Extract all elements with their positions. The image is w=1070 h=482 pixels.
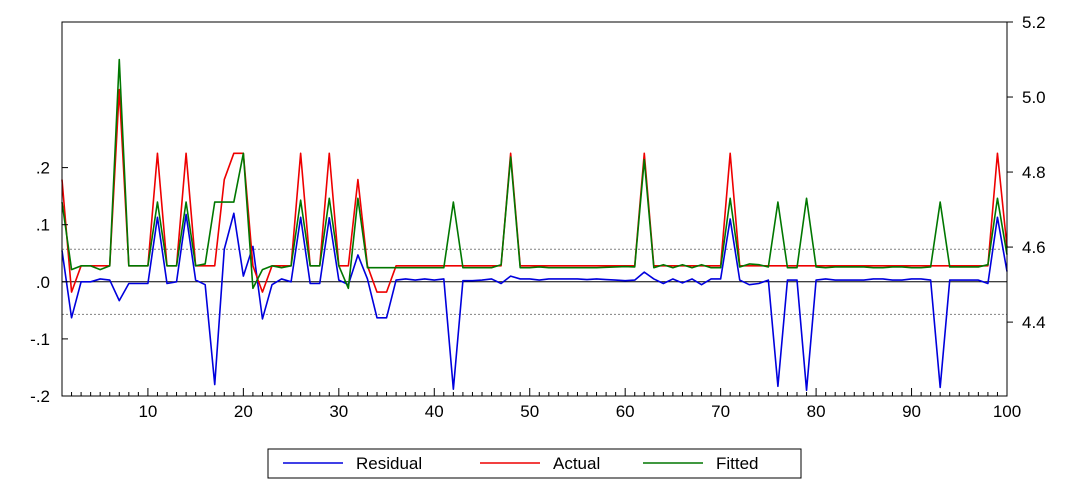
left-y-tick-label: .1 bbox=[36, 216, 50, 235]
left-y-tick-label: -.1 bbox=[30, 330, 50, 349]
left-y-tick-label: .0 bbox=[36, 273, 50, 292]
right-y-tick-label: 4.8 bbox=[1022, 163, 1046, 182]
x-tick-label: 50 bbox=[520, 402, 539, 421]
right-y-tick-label: 5.0 bbox=[1022, 88, 1046, 107]
right-y-tick-label: 4.6 bbox=[1022, 238, 1046, 257]
right-y-tick-label: 5.2 bbox=[1022, 13, 1046, 32]
series-line-residual bbox=[61, 212, 1008, 392]
left-y-tick-label: .2 bbox=[36, 159, 50, 178]
series-line-fitted bbox=[61, 58, 1008, 290]
x-tick-label: 70 bbox=[711, 402, 730, 421]
x-tick-label: 80 bbox=[807, 402, 826, 421]
x-tick-label: 20 bbox=[234, 402, 253, 421]
plot-frame bbox=[61, 21, 1008, 397]
series-line-actual bbox=[61, 88, 1008, 293]
legend-label-actual: Actual bbox=[553, 454, 600, 473]
x-tick-label: 10 bbox=[138, 402, 157, 421]
series-layer bbox=[61, 58, 1008, 392]
right-y-axis: 4.4 4.6 4.8 5.0 5.2 bbox=[1007, 13, 1046, 332]
legend-label-residual: Residual bbox=[356, 454, 422, 473]
x-tick-label: 90 bbox=[902, 402, 921, 421]
left-y-tick-label: -.2 bbox=[30, 387, 50, 406]
left-y-axis: .2 .1 .0 -.1 -.2 bbox=[30, 159, 68, 406]
x-axis: 10 20 30 40 50 60 70 80 90 100 bbox=[61, 388, 1021, 421]
legend: Residual Actual Fitted bbox=[267, 448, 802, 479]
x-tick-label: 100 bbox=[993, 402, 1021, 421]
x-tick-label: 30 bbox=[329, 402, 348, 421]
x-tick-label: 40 bbox=[425, 402, 444, 421]
x-tick-label: 60 bbox=[616, 402, 635, 421]
legend-label-fitted: Fitted bbox=[716, 454, 759, 473]
right-y-tick-label: 4.4 bbox=[1022, 313, 1046, 332]
